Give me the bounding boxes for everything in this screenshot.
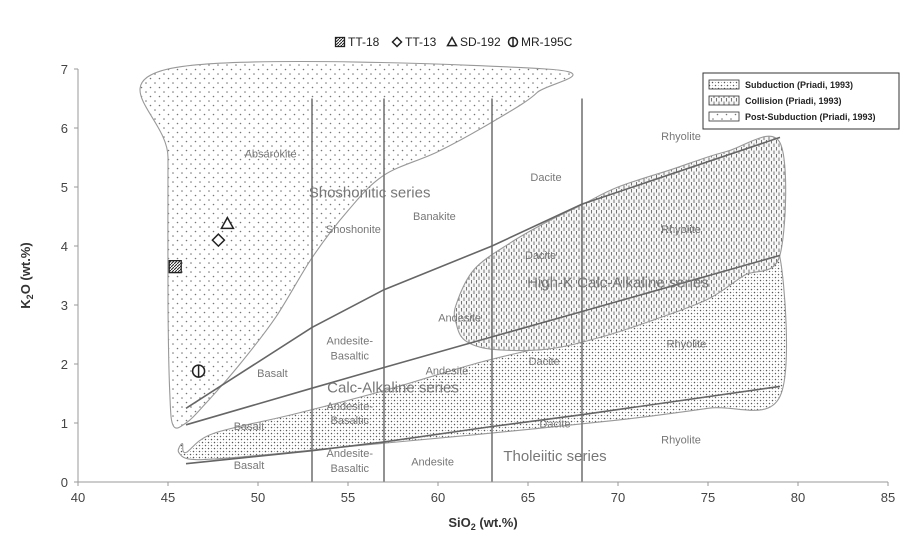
- y-tick-label: 1: [61, 416, 68, 431]
- field-label-dacite: Dacite: [529, 356, 560, 368]
- series-label-shoshonitic-series: Shoshonitic series: [309, 185, 431, 202]
- series-label-tholeiitic-series: Tholeiitic series: [503, 448, 606, 465]
- field-label-rhyolite: Rhyolite: [661, 224, 701, 236]
- field-label-andesite: Andesite-: [327, 336, 374, 348]
- region-legend-swatch-sparse-dots: [709, 112, 739, 121]
- y-tick-label: 5: [61, 180, 68, 195]
- sample-point-tt-18-shape: [169, 261, 181, 273]
- x-tick-label: 40: [71, 490, 85, 505]
- field-label-basaltic: Basaltic: [331, 350, 370, 362]
- x-tick-label: 50: [251, 490, 265, 505]
- legend-label-tt-13: TT-13: [405, 35, 437, 49]
- y-tick-label: 2: [61, 357, 68, 372]
- sample-point-tt-18: [169, 261, 181, 273]
- x-tick-label: 60: [431, 490, 445, 505]
- field-label-andesite: Andesite: [411, 456, 454, 468]
- region-legend-label: Subduction (Priadi, 1993): [745, 80, 853, 90]
- legend-label-mr-195c: MR-195C: [521, 35, 573, 49]
- field-label-absarokite: Absarokite: [245, 149, 297, 161]
- sample-point-mr-195c: [193, 365, 205, 377]
- field-label-andesite: Andesite: [438, 313, 481, 325]
- legend-marker-sd-192: [448, 38, 457, 46]
- legend-marker-mr-195c: [509, 38, 518, 47]
- field-label-banakite: Banakite: [413, 211, 456, 223]
- x-tick-label: 85: [881, 490, 895, 505]
- region-legend-label: Post-Subduction (Priadi, 1993): [745, 112, 876, 122]
- legend-marker-tt-18: [336, 38, 345, 47]
- field-label-andesite: Andesite-: [327, 448, 374, 460]
- field-label-dacite: Dacite: [539, 419, 570, 431]
- field-label-rhyolite: Rhyolite: [661, 131, 701, 143]
- series-label-calc-alkaline-series: Calc-Alkaline series: [327, 379, 459, 396]
- legend-label-tt-18: TT-18: [348, 35, 380, 49]
- y-axis-title: K2O (wt.%): [18, 242, 35, 308]
- field-label-dacite: Dacite: [525, 250, 556, 262]
- x-tick-label: 75: [701, 490, 715, 505]
- field-label-basalt: Basalt: [257, 368, 288, 380]
- legend-marker-tt-13-shape: [393, 38, 402, 47]
- field-label-andesite: Andesite: [426, 366, 469, 378]
- legend-marker-sd-192-shape: [448, 38, 457, 46]
- y-tick-label: 3: [61, 298, 68, 313]
- field-label-shoshonite: Shoshonite: [326, 224, 381, 236]
- region-legend-swatch-dense-dots: [709, 80, 739, 89]
- legend-label-sd-192: SD-192: [460, 35, 501, 49]
- field-label-rhyolite: Rhyolite: [661, 435, 701, 447]
- y-tick-label: 0: [61, 475, 68, 490]
- field-label-basaltic: Basaltic: [331, 463, 370, 475]
- x-tick-label: 65: [521, 490, 535, 505]
- x-tick-label: 80: [791, 490, 805, 505]
- region-legend-label: Collision (Priadi, 1993): [745, 96, 842, 106]
- x-tick-label: 45: [161, 490, 175, 505]
- field-label-basaltic: Basaltic: [331, 415, 370, 427]
- field-label-basalt: Basalt: [234, 460, 265, 472]
- field-label-dacite: Dacite: [530, 172, 561, 184]
- y-tick-label: 6: [61, 121, 68, 136]
- x-axis-title: SiO2 (wt.%): [448, 515, 517, 532]
- x-tick-label: 55: [341, 490, 355, 505]
- sample-legend: TT-18 TT-13 SD-192 MR-195C: [336, 35, 573, 49]
- y-tick-label: 4: [61, 239, 68, 254]
- legend-marker-tt-18-shape: [336, 38, 345, 47]
- legend-marker-tt-13: [393, 38, 402, 47]
- series-label-high-k-calc-alkaline-series: High-K Calc-Alkaline series: [527, 274, 709, 291]
- field-label-basalt: Basalt: [234, 421, 265, 433]
- field-label-rhyolite: Rhyolite: [667, 338, 707, 350]
- region-legend: Subduction (Priadi, 1993) Collision (Pria…: [703, 73, 899, 129]
- field-label-andesite: Andesite-: [327, 401, 374, 413]
- region-legend-swatch-vertical-dashes: [709, 96, 739, 105]
- y-tick-label: 7: [61, 62, 68, 77]
- x-tick-label: 70: [611, 490, 625, 505]
